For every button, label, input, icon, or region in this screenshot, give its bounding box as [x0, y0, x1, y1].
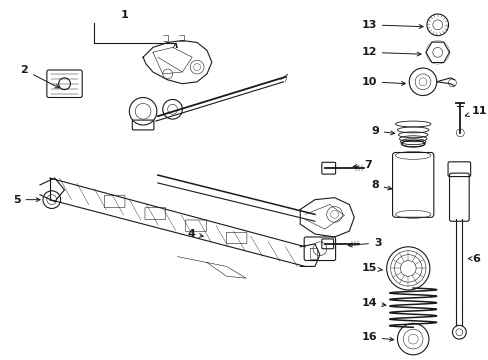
Text: 13: 13	[361, 20, 422, 30]
Text: 8: 8	[370, 180, 391, 190]
Text: 3: 3	[347, 238, 381, 248]
Text: 10: 10	[361, 77, 405, 87]
Text: 14: 14	[361, 298, 385, 308]
Text: 6: 6	[468, 253, 479, 264]
Text: 7: 7	[352, 160, 371, 170]
Text: 5: 5	[13, 195, 40, 204]
Text: 12: 12	[361, 47, 420, 57]
Text: 1: 1	[121, 10, 128, 20]
Text: 4: 4	[187, 229, 203, 239]
Text: 9: 9	[370, 126, 394, 136]
Text: 2: 2	[20, 65, 59, 88]
Text: 11: 11	[465, 106, 487, 117]
Text: 16: 16	[361, 332, 393, 342]
Text: 15: 15	[361, 264, 382, 273]
